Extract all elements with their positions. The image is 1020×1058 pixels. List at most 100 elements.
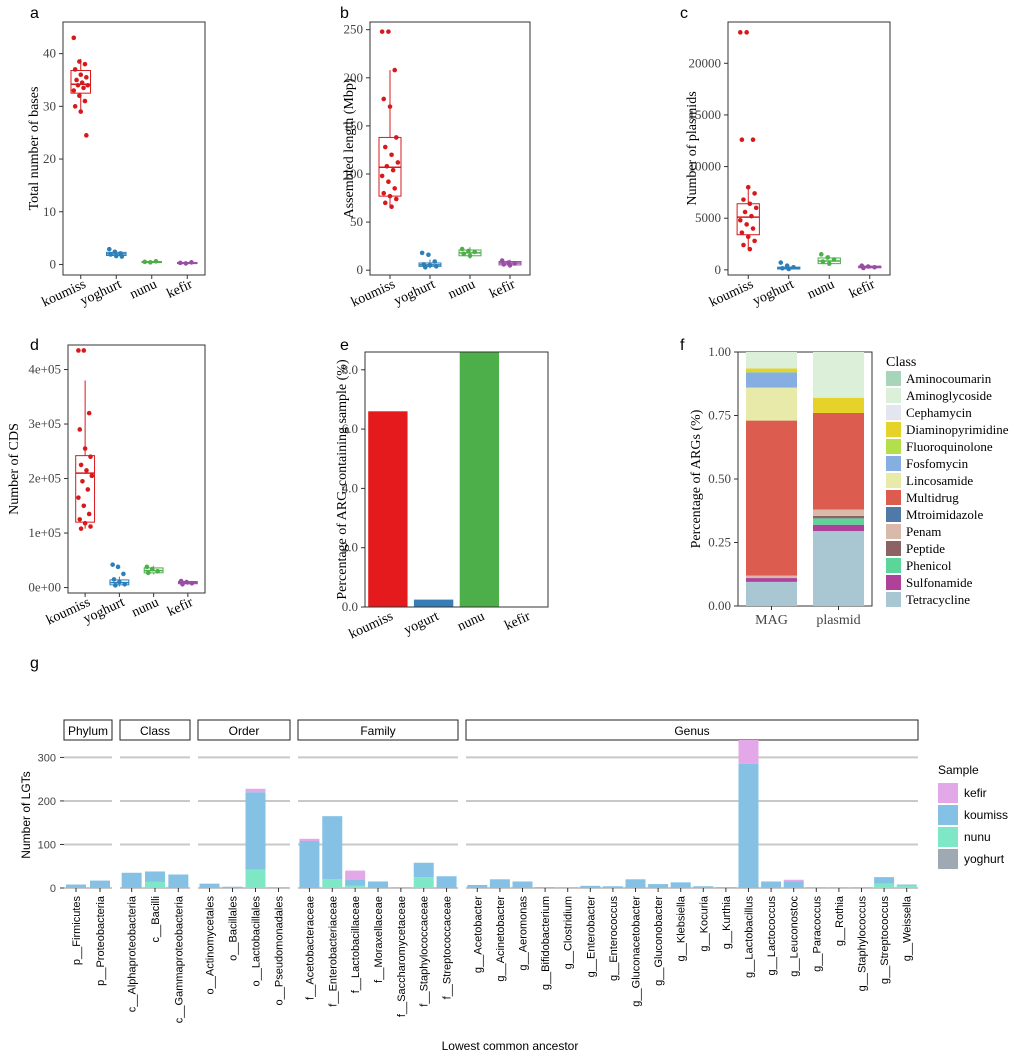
data-point	[85, 82, 91, 88]
data-point	[753, 205, 759, 211]
data-point	[745, 234, 751, 240]
data-point	[472, 249, 478, 255]
legend-label: koumiss	[964, 808, 1008, 822]
data-point	[742, 209, 748, 215]
data-point	[791, 264, 796, 270]
panel-letter-b: b	[340, 5, 349, 22]
x-tick-label: kefir	[165, 595, 196, 620]
y-tick-label: 200	[344, 70, 364, 85]
y-tick-label: 0	[50, 256, 57, 271]
facet-strip-label: Order	[229, 724, 260, 738]
bar-segment-nunu	[345, 885, 366, 888]
data-point	[392, 186, 398, 191]
x-tick-label: nunu	[446, 277, 478, 302]
data-point	[747, 201, 753, 207]
data-point	[189, 580, 195, 586]
x-tick-label: g__Kurthia	[721, 895, 733, 949]
y-tick-label: 30	[43, 98, 56, 113]
panel-letter-f: f	[680, 337, 685, 354]
legend-label: Penam	[906, 524, 941, 539]
x-axis-label: Lowest common ancestor	[442, 1039, 579, 1053]
x-tick-label: kefir	[487, 277, 518, 302]
stack-segment-multidrug	[813, 412, 864, 510]
bar-segment-koumiss	[222, 886, 243, 888]
data-point	[110, 562, 115, 567]
data-point	[71, 35, 77, 41]
data-point	[393, 135, 399, 140]
data-point	[507, 263, 513, 268]
x-tick-label: o__Pseudomonadales	[274, 896, 286, 1006]
stack-segment-fosfomycin	[746, 372, 797, 388]
data-point	[744, 222, 749, 227]
x-tick-label: g__Enterococcus	[608, 896, 620, 981]
x-tick-label: c__Bacilli	[150, 896, 162, 942]
legend-swatch	[886, 439, 901, 454]
data-point	[825, 255, 830, 260]
bar-segment-koumiss	[245, 792, 266, 870]
y-axis-label: Assembled length (Mbp)	[342, 78, 357, 218]
data-point	[117, 579, 122, 585]
stack-segment-penam	[746, 575, 797, 579]
data-point	[78, 72, 84, 78]
legend-label: Lincosamide	[906, 473, 973, 488]
bar-segment-kefir	[738, 740, 759, 764]
data-point	[466, 248, 471, 254]
data-point	[778, 260, 784, 265]
data-point	[142, 259, 148, 265]
facet-genus: Genus g__Acetobacter g__Acinetobacter g__Ae…	[465, 719, 919, 1007]
legend-label: Tetracycline	[906, 592, 970, 607]
data-point	[148, 260, 153, 265]
legend-label: yoghurt	[964, 852, 1005, 866]
data-point	[78, 109, 84, 114]
legend-swatch	[886, 473, 901, 488]
x-tick-label: kefir	[503, 609, 534, 634]
data-point	[77, 93, 82, 99]
data-point	[461, 251, 467, 257]
y-axis-label: Number of LGTs	[19, 771, 33, 858]
legend-title: Sample	[938, 763, 979, 777]
data-point	[381, 96, 387, 102]
plot-frame	[67, 344, 206, 594]
legend-sample: Sample kefir koumiss nunu yoghurt	[938, 763, 1008, 869]
legend-label: Cephamycin	[906, 405, 972, 420]
y-tick-label: 20000	[689, 55, 722, 70]
data-point	[89, 473, 95, 479]
y-axis-label: Number of CDS	[7, 423, 22, 515]
stack-segment-fluoroquinolone	[746, 371, 797, 373]
data-point	[72, 104, 78, 109]
bar-segment-koumiss	[761, 881, 782, 888]
panel-f-stackedbar: MAG plasmid 0.00 0.25 0.50 0.75 1.00 Percentage…	[689, 344, 1009, 628]
x-tick-label: g__Lactococcus	[766, 896, 778, 976]
y-tick-label: 1.00	[708, 344, 731, 359]
x-tick-label: kefir	[847, 277, 878, 302]
legend-swatch	[938, 783, 958, 803]
data-point	[381, 190, 387, 196]
y-tick-label: 0.0	[342, 599, 358, 614]
data-point	[752, 238, 757, 244]
data-point	[379, 173, 385, 179]
legend-swatch	[886, 371, 901, 386]
facet-panel	[120, 740, 190, 888]
data-point	[395, 160, 401, 165]
stack-segment-aminoglycoside	[746, 352, 797, 356]
x-tick-label: f__Lactobacillaceae	[350, 896, 362, 993]
legend-swatch	[938, 849, 958, 869]
legend-label: Phenicol	[906, 558, 952, 573]
x-tick-label: koumiss	[349, 277, 398, 310]
data-point	[111, 577, 117, 582]
legend-label: Fluoroquinolone	[906, 439, 993, 454]
data-point	[122, 581, 128, 587]
x-tick-label: g__Aeromonas	[518, 896, 530, 971]
data-point	[113, 583, 118, 588]
data-point	[108, 252, 113, 257]
facet-strip	[297, 719, 459, 741]
data-point	[820, 259, 826, 264]
data-point	[749, 213, 754, 219]
x-tick-label: g__Acinetobacter	[495, 896, 507, 982]
facet-strip-label: Genus	[674, 724, 709, 738]
data-point	[84, 468, 89, 473]
data-point	[872, 264, 877, 270]
